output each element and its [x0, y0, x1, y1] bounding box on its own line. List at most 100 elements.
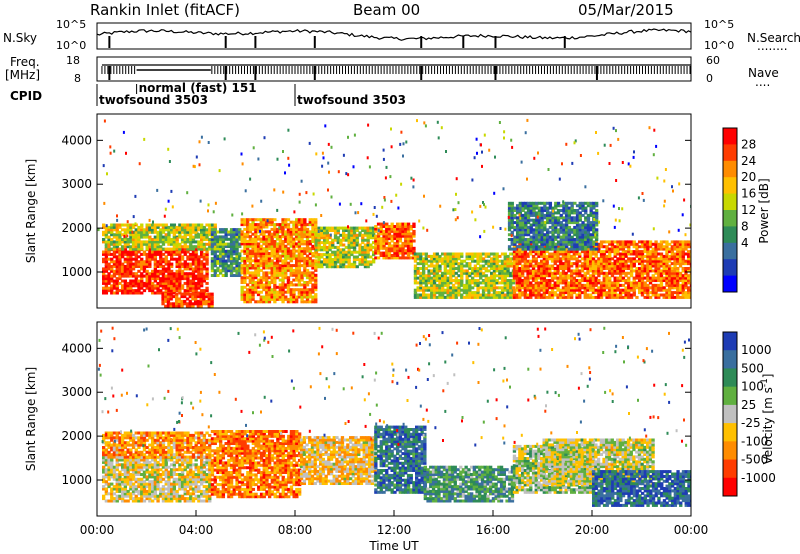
scatter-cell — [295, 235, 299, 239]
scatter-cell — [554, 221, 558, 225]
scatter-cell — [684, 269, 688, 273]
scatter-cell — [531, 283, 536, 287]
scatter-cell — [419, 252, 423, 256]
scatter-cell — [518, 242, 522, 246]
scatter-cell — [471, 267, 475, 271]
scatter-cell — [570, 274, 574, 278]
scatter-cell — [118, 240, 122, 244]
scatter-cell — [605, 283, 609, 287]
scatter-cell — [657, 269, 661, 273]
scatter-cell — [344, 229, 349, 233]
scatter-cell — [487, 276, 491, 280]
scatter-cell — [259, 278, 263, 282]
scatter-cell — [430, 257, 434, 261]
scatter-cell — [183, 240, 187, 244]
scatter-cell — [673, 242, 677, 246]
scatter-cell — [495, 259, 499, 263]
scatter-cell — [556, 242, 561, 246]
scatter-cell — [506, 259, 510, 263]
scatter-cell — [487, 264, 491, 268]
scatter-cell — [554, 247, 558, 251]
scatter-cell — [262, 247, 266, 251]
scatter-cell — [589, 269, 593, 273]
scatter-cell — [678, 276, 683, 280]
scatter-cell — [419, 286, 423, 290]
scatter-cell — [657, 267, 661, 271]
scatter-cell — [325, 238, 330, 242]
scatter-cell — [396, 244, 400, 248]
scatter-cell — [673, 283, 677, 287]
scatter-cell — [526, 201, 531, 205]
scatter-cell — [145, 277, 149, 281]
scatter-cell — [446, 257, 450, 261]
scatter-cell — [254, 218, 258, 222]
scatter-cell — [300, 249, 304, 253]
scatter-cell — [295, 256, 299, 260]
scatter-cell — [347, 260, 351, 264]
scatter-cell — [534, 279, 538, 283]
scatter-cell — [175, 302, 179, 306]
scatter-cell — [398, 222, 403, 226]
scatter-cell — [246, 259, 250, 263]
scatter-cell — [281, 293, 285, 297]
scatter-cell — [110, 233, 114, 237]
scatter-cell — [484, 281, 488, 285]
scatter-cell — [153, 267, 158, 271]
scatter-cell — [177, 299, 182, 303]
scatter-cell — [267, 235, 272, 239]
scatter-cell — [396, 251, 400, 255]
scatter-cell — [140, 240, 144, 244]
scatter-cell — [632, 276, 636, 280]
scatter-cell — [216, 249, 220, 253]
scatter-cell — [627, 252, 631, 256]
scatter-cell — [376, 222, 381, 226]
scatter-cell — [413, 252, 418, 256]
scatter-cell — [270, 247, 274, 251]
scatter-cell — [262, 249, 266, 253]
scatter-cell — [137, 286, 141, 290]
scatter-cell — [350, 241, 354, 245]
scatter-cell — [629, 250, 634, 254]
scatter-cell — [518, 288, 522, 292]
scatter-cell — [219, 271, 223, 275]
scatter-cell — [295, 230, 299, 234]
scatter-cell — [194, 265, 198, 269]
scatter-cell — [140, 279, 144, 283]
scatter-cell — [589, 286, 593, 290]
scatter-cell — [170, 284, 174, 288]
scatter-cell — [643, 267, 647, 271]
scatter-cell — [613, 267, 617, 271]
scatter-cell — [248, 227, 253, 231]
scatter-cell — [265, 281, 269, 285]
scatter-cell — [115, 265, 119, 269]
scatter-cell — [597, 242, 601, 246]
scatter-cell — [314, 262, 319, 266]
scatter-cell — [167, 242, 171, 246]
scatter-cell — [191, 252, 196, 256]
scatter-cell — [243, 242, 247, 246]
scatter-cell — [270, 288, 274, 292]
scatter-cell — [553, 250, 557, 254]
scatter-cell — [509, 288, 513, 292]
scatter-cell — [564, 283, 568, 287]
scatter-cell — [567, 250, 571, 254]
scatter-cell — [678, 264, 683, 268]
scatter-cell — [123, 250, 128, 254]
scatter-cell — [393, 249, 397, 253]
scatter-cell — [556, 216, 561, 220]
scatter-cell — [251, 264, 255, 268]
scatter-cell — [366, 262, 370, 266]
scatter-cell — [385, 239, 389, 243]
scatter-cell — [390, 246, 394, 250]
scatter-cell — [175, 299, 179, 303]
scatter-cell — [303, 295, 307, 299]
scatter-cell — [140, 225, 144, 229]
scatter-cell — [523, 291, 528, 295]
scatter-cell — [451, 295, 456, 299]
scatter-cell — [232, 257, 236, 261]
scatter-cell — [621, 271, 626, 275]
scatter-cell — [465, 269, 469, 273]
scatter-cell — [267, 300, 272, 304]
scatter-cell — [123, 274, 128, 278]
scatter-cell — [129, 274, 133, 278]
